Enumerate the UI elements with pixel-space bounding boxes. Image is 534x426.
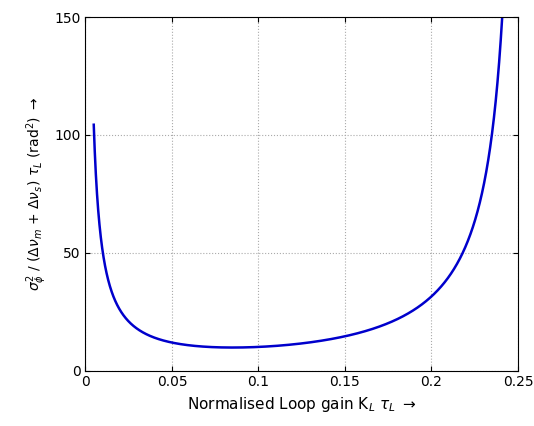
X-axis label: Normalised Loop gain K$_L$ $\tau_L$ $\rightarrow$: Normalised Loop gain K$_L$ $\tau_L$ $\ri…: [187, 395, 417, 414]
Y-axis label: $\sigma_{\phi}^2$ / ($\Delta \nu_{m}$ + $\Delta \nu_{s}$) $\tau_L$ (rad$^2$) $\r: $\sigma_{\phi}^2$ / ($\Delta \nu_{m}$ + …: [24, 97, 49, 291]
